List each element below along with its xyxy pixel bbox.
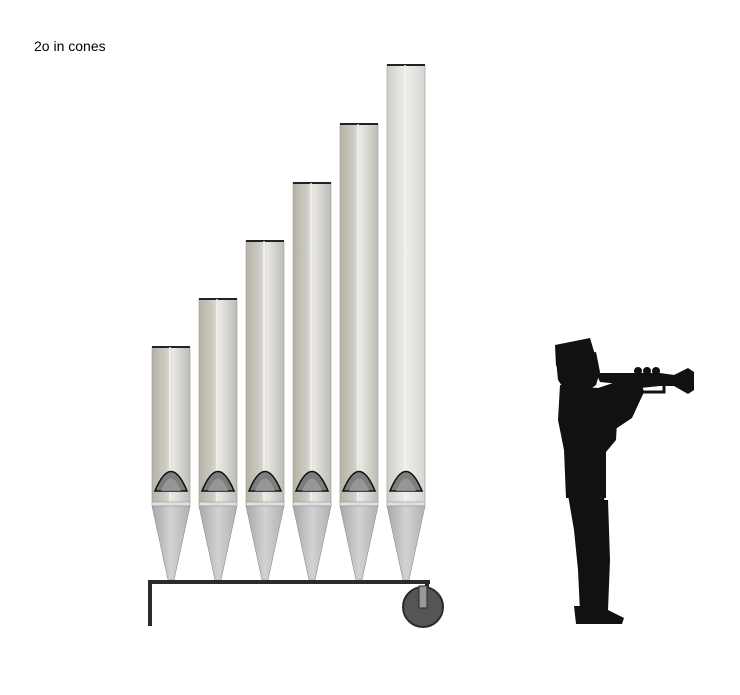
cart-rail (148, 580, 430, 584)
organ-pipe (245, 240, 285, 581)
pipe-mouth-shade (302, 478, 322, 491)
pipe-highlight (216, 299, 218, 503)
pipe-collar (339, 501, 379, 507)
pipe-highlight (404, 65, 406, 503)
pipe-foot-cone (151, 505, 191, 581)
pipe-highlight (357, 124, 359, 503)
pipe-collar (292, 501, 332, 507)
organ-pipe (198, 298, 238, 581)
pipe-collar (198, 501, 238, 507)
pipes-group (151, 64, 426, 581)
cart-left-leg (148, 580, 152, 626)
organ-pipe (292, 182, 332, 581)
pipe-foot-cone (198, 505, 238, 581)
pipe-collar (151, 501, 191, 507)
pipe-collar (245, 501, 285, 507)
caption-label: 2o in cones (34, 38, 106, 54)
pipe-highlight (169, 347, 171, 503)
pipe-foot-cone (386, 505, 426, 581)
pipe-mouth-shade (161, 478, 181, 491)
pipe-highlight (263, 241, 265, 503)
pipe-highlight (310, 183, 312, 503)
organ-pipe (151, 346, 191, 581)
pipe-foot-cone (292, 505, 332, 581)
cart-frame (148, 580, 444, 628)
pipe-foot-cone (245, 505, 285, 581)
pipe-mouth-shade (349, 478, 369, 491)
wheel-bracket (418, 585, 428, 609)
pipe-mouth-shade (396, 478, 416, 491)
pipe-collar (386, 501, 426, 507)
organ-pipe (339, 123, 379, 581)
pipe-mouth-shade (208, 478, 228, 491)
organ-pipe (386, 64, 426, 581)
pipe-foot-cone (339, 505, 379, 581)
trumpet-player-silhouette-icon (555, 338, 694, 624)
pipe-mouth-shade (255, 478, 275, 491)
